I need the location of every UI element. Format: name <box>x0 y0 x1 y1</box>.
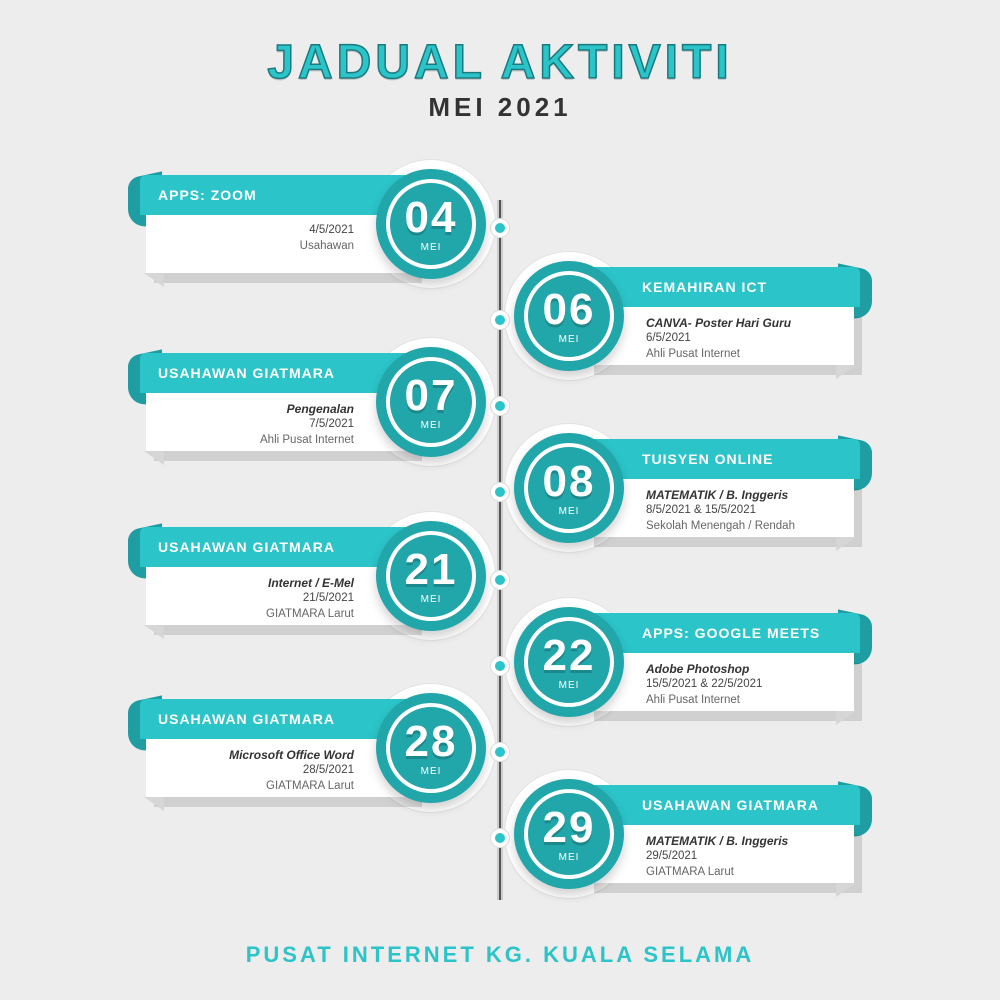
event-line1: Pengenalan <box>162 401 354 417</box>
timeline: APPS: ZOOM 4/5/2021 Usahawan 04 MEI KEMA… <box>0 175 1000 915</box>
event-title: USAHAWAN GIATMARA <box>158 539 335 555</box>
timeline-entry: USAHAWAN GIATMARA Microsoft Office Word … <box>100 699 480 809</box>
card-flap <box>836 365 856 379</box>
card-flap <box>144 273 164 287</box>
event-line2: 8/5/2021 & 15/5/2021 <box>646 503 838 519</box>
card-flap <box>836 537 856 551</box>
card-flap <box>836 711 856 725</box>
card-flap <box>144 451 164 465</box>
event-title: APPS: ZOOM <box>158 187 257 203</box>
event-line3: GIATMARA Larut <box>162 607 354 623</box>
event-line2: 28/5/2021 <box>162 763 354 779</box>
badge-inner-ring <box>386 179 476 269</box>
event-line1: MATEMATIK / B. Inggeris <box>646 833 838 849</box>
event-line3: GIATMARA Larut <box>646 865 838 881</box>
timeline-entry: USAHAWAN GIATMARA MATEMATIK / B. Inggeri… <box>520 785 900 895</box>
event-line1: MATEMATIK / B. Inggeris <box>646 487 838 503</box>
badge-inner-ring <box>524 617 614 707</box>
timeline-entry: USAHAWAN GIATMARA Pengenalan 7/5/2021 Ah… <box>100 353 480 463</box>
timeline-entry: APPS: GOOGLE MEETS Adobe Photoshop 15/5/… <box>520 613 900 723</box>
badge-inner-ring <box>386 531 476 621</box>
event-card: Internet / E-Mel 21/5/2021 GIATMARA Laru… <box>146 567 414 625</box>
event-card: Pengenalan 7/5/2021 Ahli Pusat Internet <box>146 393 414 451</box>
timeline-dot <box>491 657 509 675</box>
event-card: Adobe Photoshop 15/5/2021 & 22/5/2021 Ah… <box>586 653 854 711</box>
event-title: KEMAHIRAN ICT <box>642 279 767 295</box>
date-badge: 22 MEI <box>514 607 624 717</box>
event-line2: 21/5/2021 <box>162 591 354 607</box>
event-line1: Adobe Photoshop <box>646 661 838 677</box>
timeline-entry: TUISYEN ONLINE MATEMATIK / B. Inggeris 8… <box>520 439 900 549</box>
event-line2: 4/5/2021 <box>162 223 354 239</box>
event-line2: 7/5/2021 <box>162 417 354 433</box>
timeline-dot <box>491 829 509 847</box>
timeline-entry: APPS: ZOOM 4/5/2021 Usahawan 04 MEI <box>100 175 480 285</box>
badge-inner-ring <box>386 357 476 447</box>
timeline-entry: KEMAHIRAN ICT CANVA- Poster Hari Guru 6/… <box>520 267 900 377</box>
event-line1: CANVA- Poster Hari Guru <box>646 315 838 331</box>
event-line2: 29/5/2021 <box>646 849 838 865</box>
badge-inner-ring <box>524 271 614 361</box>
timeline-dot <box>491 483 509 501</box>
event-card: MATEMATIK / B. Inggeris 8/5/2021 & 15/5/… <box>586 479 854 537</box>
event-card: Microsoft Office Word 28/5/2021 GIATMARA… <box>146 739 414 797</box>
date-badge: 04 MEI <box>376 169 486 279</box>
timeline-dot <box>491 571 509 589</box>
timeline-dot <box>491 219 509 237</box>
badge-inner-ring <box>524 443 614 533</box>
date-badge: 07 MEI <box>376 347 486 457</box>
event-title: USAHAWAN GIATMARA <box>158 365 335 381</box>
timeline-axis <box>499 200 501 900</box>
card-flap <box>144 797 164 811</box>
event-title: TUISYEN ONLINE <box>642 451 773 467</box>
event-title: USAHAWAN GIATMARA <box>158 711 335 727</box>
event-line1: Microsoft Office Word <box>162 747 354 763</box>
event-line3: GIATMARA Larut <box>162 779 354 795</box>
footer-text: PUSAT INTERNET KG. KUALA SELAMA <box>0 942 1000 968</box>
date-badge: 21 MEI <box>376 521 486 631</box>
date-badge: 08 MEI <box>514 433 624 543</box>
timeline-dot <box>491 743 509 761</box>
card-flap <box>144 625 164 639</box>
date-badge: 29 MEI <box>514 779 624 889</box>
event-card: MATEMATIK / B. Inggeris 29/5/2021 GIATMA… <box>586 825 854 883</box>
badge-inner-ring <box>524 789 614 879</box>
page-subtitle: MEI 2021 <box>0 92 1000 123</box>
card-flap <box>836 883 856 897</box>
badge-inner-ring <box>386 703 476 793</box>
event-line3: Ahli Pusat Internet <box>162 433 354 449</box>
event-line3: Ahli Pusat Internet <box>646 347 838 363</box>
event-line3: Ahli Pusat Internet <box>646 693 838 709</box>
event-line1: Internet / E-Mel <box>162 575 354 591</box>
event-line2: 15/5/2021 & 22/5/2021 <box>646 677 838 693</box>
header: JADUAL AKTIVITI MEI 2021 <box>0 0 1000 123</box>
timeline-entry: USAHAWAN GIATMARA Internet / E-Mel 21/5/… <box>100 527 480 637</box>
event-line3: Usahawan <box>162 239 354 255</box>
date-badge: 06 MEI <box>514 261 624 371</box>
event-card: 4/5/2021 Usahawan <box>146 215 414 273</box>
date-badge: 28 MEI <box>376 693 486 803</box>
event-line2: 6/5/2021 <box>646 331 838 347</box>
event-title: APPS: GOOGLE MEETS <box>642 625 820 641</box>
event-line3: Sekolah Menengah / Rendah <box>646 519 838 535</box>
timeline-dot <box>491 397 509 415</box>
timeline-dot <box>491 311 509 329</box>
page-title: JADUAL AKTIVITI <box>0 35 1000 90</box>
event-card: CANVA- Poster Hari Guru 6/5/2021 Ahli Pu… <box>586 307 854 365</box>
event-title: USAHAWAN GIATMARA <box>642 797 819 813</box>
